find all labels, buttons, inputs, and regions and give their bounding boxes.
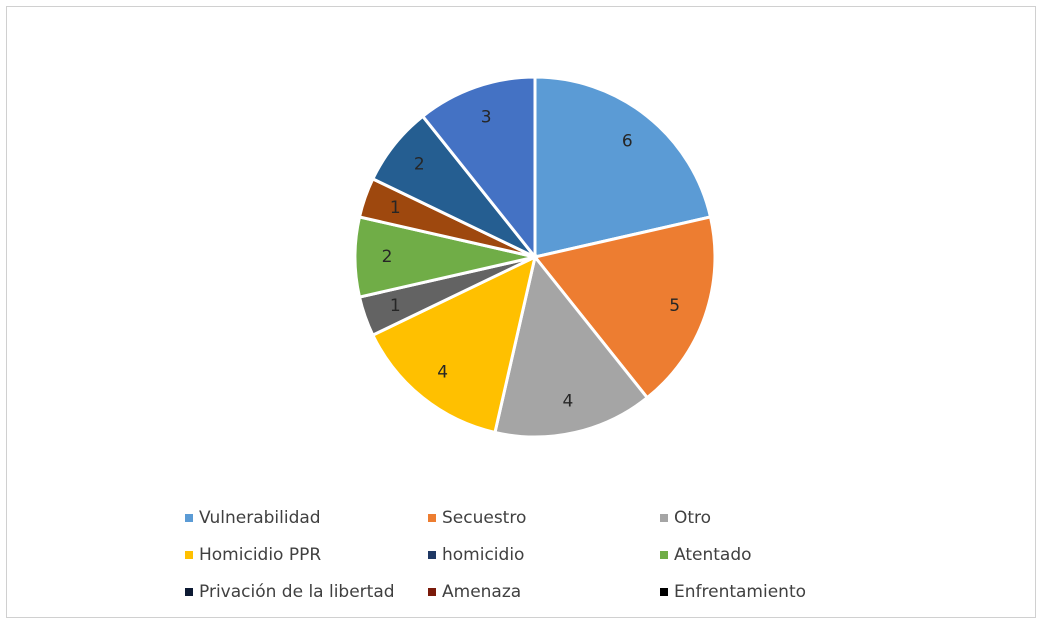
pie-slices [353, 75, 717, 439]
pie-slice-secuestro [532, 215, 717, 400]
data-label-enfrentamiento: 1 [390, 296, 401, 316]
legend-label: homicidio [442, 545, 525, 565]
legend-label: Secuestro [442, 508, 527, 528]
legend-swatch [428, 588, 436, 596]
legend-swatch [185, 514, 193, 522]
legend-swatch [428, 514, 436, 522]
legend: Vulnerabilidad Secuestro Otro Homicidio PPR… [185, 505, 905, 605]
legend-swatch [185, 551, 193, 559]
pie-slice-homicidio-ppr [370, 254, 538, 435]
chart-frame: 6 5 4 4 1 2 1 2 3 Vulnerabilidad Secuestro Otro Hom… [6, 6, 1036, 618]
legend-label: Enfrentamiento [674, 582, 807, 602]
legend-swatch [185, 588, 193, 596]
data-label-homicidio-ppr: 4 [437, 363, 448, 383]
data-label-secuestro: 5 [669, 296, 680, 316]
legend-label: Homicidio PPR [199, 545, 322, 565]
data-label-privacion-de-la-libertad: 2 [414, 155, 425, 175]
legend-item-otro: Otro [660, 505, 905, 531]
legend-label: Otro [674, 508, 712, 528]
legend-item-homicidio-ppr: Homicidio PPR [185, 542, 428, 568]
legend-swatch [660, 551, 668, 559]
legend-swatch [428, 551, 436, 559]
pie-chart: 6 5 4 4 1 2 1 2 3 [353, 75, 717, 439]
data-label-otro: 4 [563, 391, 574, 411]
data-label-vulnerabilidad: 6 [622, 131, 633, 151]
legend-item-secuestro: Secuestro [428, 505, 660, 531]
legend-item-privacion-de-la-libertad: Privación de la libertad [185, 579, 428, 605]
legend-swatch [660, 514, 668, 522]
legend-label: Atentado [674, 545, 752, 565]
legend-label: Amenaza [442, 582, 522, 602]
legend-label: Vulnerabilidad [199, 508, 321, 528]
legend-item-amenaza: Amenaza [428, 579, 660, 605]
pie-slice-vulnerabilidad [533, 75, 713, 259]
pie-data-labels: 6 5 4 4 1 2 1 2 3 [382, 107, 681, 411]
data-label-atentado: 2 [382, 247, 393, 267]
pie-slice-otro [493, 253, 650, 439]
legend-label: Privación de la libertad [199, 582, 395, 602]
pie-slice-homicidio [420, 75, 537, 262]
legend-item-enfrentamiento: Enfrentamiento [660, 579, 905, 605]
legend-swatch [660, 588, 668, 596]
legend-item-vulnerabilidad: Vulnerabilidad [185, 505, 428, 531]
data-label-homicidio: 3 [481, 107, 492, 127]
legend-item-homicidio: homicidio [428, 542, 660, 568]
data-label-amenaza: 1 [390, 198, 401, 218]
legend-item-atentado: Atentado [660, 542, 905, 568]
